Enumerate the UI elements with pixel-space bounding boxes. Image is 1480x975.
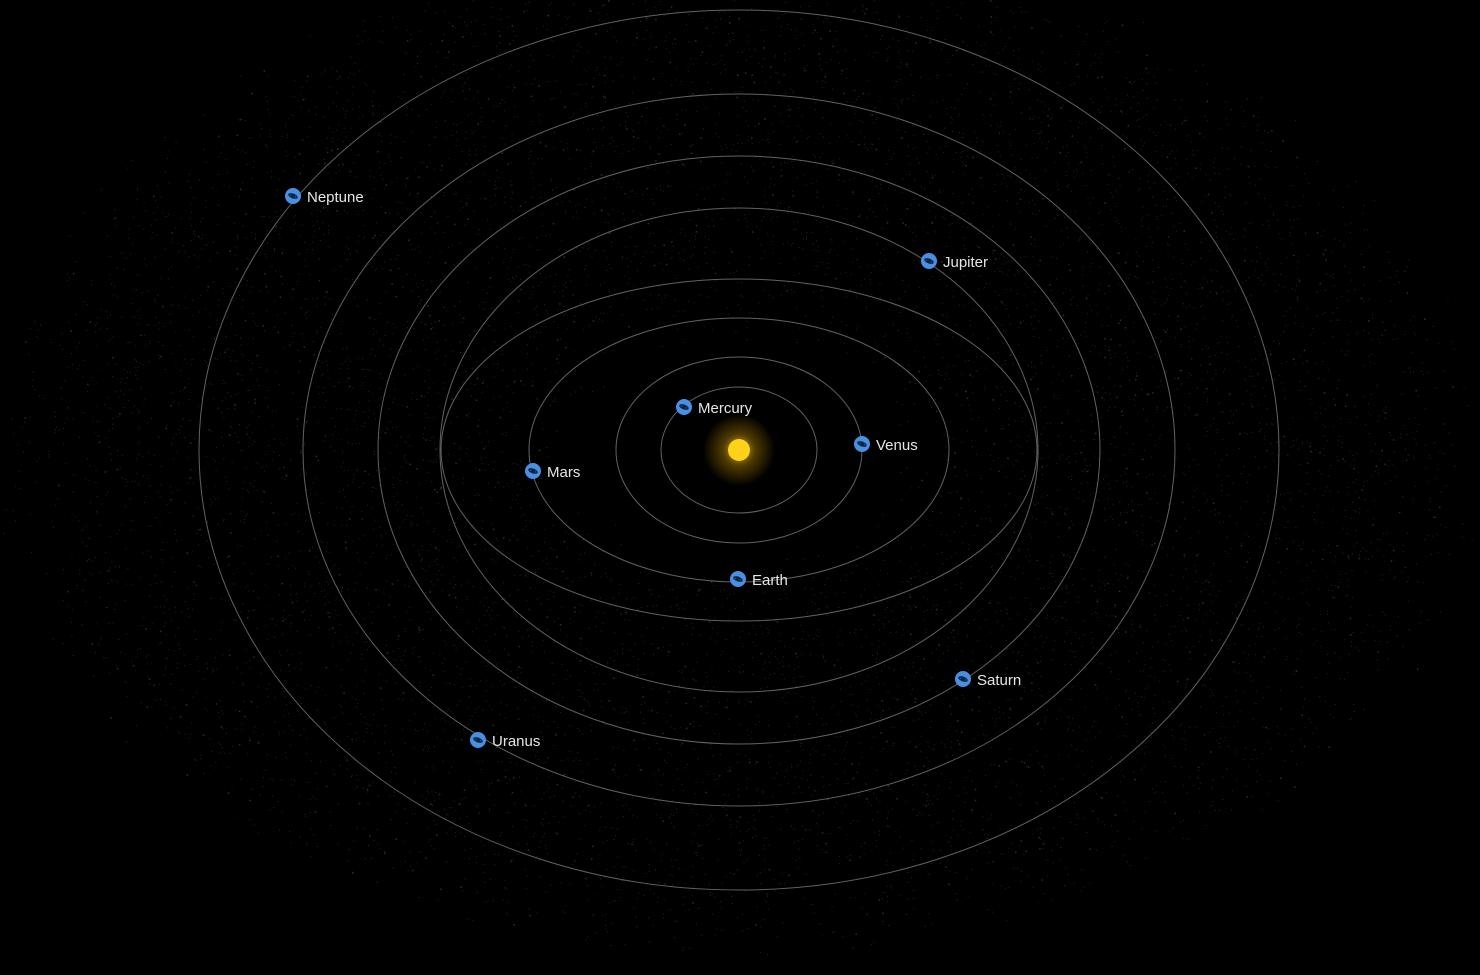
planet-label-earth: Earth <box>752 572 788 589</box>
planet-icon <box>730 571 746 587</box>
planet-label-saturn: Saturn <box>977 672 1021 689</box>
planet-marker-neptune[interactable]: Neptune <box>285 188 364 206</box>
planet-marker-mercury[interactable]: Mercury <box>676 399 753 417</box>
orbit-ring-saturn <box>377 155 1101 745</box>
planet-icon <box>854 436 870 452</box>
planet-marker-saturn[interactable]: Saturn <box>955 671 1021 689</box>
orbit-ring-uranus <box>302 93 1176 807</box>
orbit-ring-mercury <box>660 386 818 514</box>
orbit-ring-jupiter <box>439 207 1039 693</box>
planet-icon <box>955 671 971 687</box>
planet-label-uranus: Uranus <box>492 733 540 750</box>
planet-icon <box>921 253 937 269</box>
planet-marker-earth[interactable]: Earth <box>730 571 788 589</box>
planet-label-mercury: Mercury <box>698 400 753 417</box>
orbit-rings <box>198 9 1280 891</box>
planet-marker-jupiter[interactable]: Jupiter <box>921 253 988 271</box>
planet-label-venus: Venus <box>876 437 918 454</box>
planet-icon <box>676 399 692 415</box>
sun[interactable] <box>703 414 775 486</box>
planet-label-neptune: Neptune <box>307 189 364 206</box>
planet-label-mars: Mars <box>547 464 580 481</box>
planet-marker-mars[interactable]: Mars <box>525 463 580 481</box>
planet-marker-uranus[interactable]: Uranus <box>470 732 540 750</box>
planet-icon <box>525 463 541 479</box>
planet-icon <box>285 188 301 204</box>
planet-marker-venus[interactable]: Venus <box>854 436 918 454</box>
orbit-ring-mars <box>440 278 1038 622</box>
sun-icon <box>728 439 750 461</box>
orbit-ring-neptune <box>198 9 1280 891</box>
planet-label-jupiter: Jupiter <box>943 254 988 271</box>
planet-icon <box>470 732 486 748</box>
